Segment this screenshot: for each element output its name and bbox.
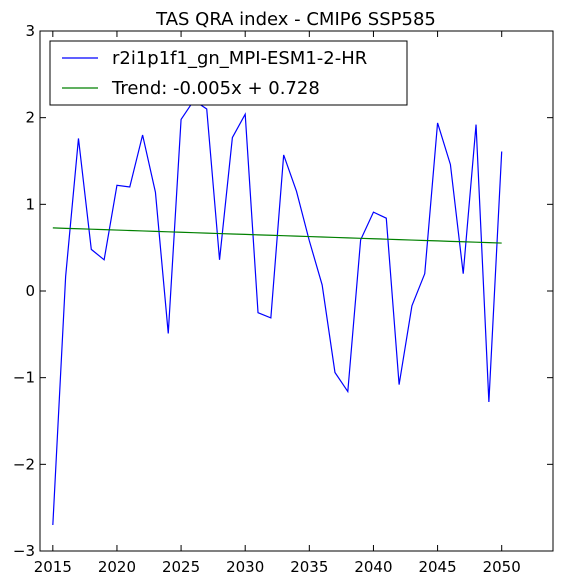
- x-tick-label: 2015: [34, 558, 72, 576]
- plot-area: [40, 31, 553, 551]
- y-tick-label: 1: [25, 195, 35, 213]
- tick-labels: 2015 2020 2025 2030 2035 2040 2045 2050 −3 −2 −1 0 1…: [13, 22, 521, 576]
- trend-line: [52, 227, 502, 244]
- legend-label-series: r2i1p1f1_gn_MPI-ESM1-2-HR: [112, 48, 367, 69]
- plot-frame: [39, 30, 554, 552]
- x-tick-label: 2020: [98, 558, 136, 576]
- x-tick-label: 2040: [354, 558, 392, 576]
- x-tick-label: 2025: [162, 558, 200, 576]
- legend: r2i1p1f1_gn_MPI-ESM1-2-HR Trend: -0.005x…: [49, 40, 408, 106]
- y-tick-label: 0: [25, 282, 35, 300]
- legend-box: [49, 40, 408, 106]
- x-tick-label: 2050: [483, 558, 521, 576]
- y-tick-label: 2: [25, 109, 35, 127]
- y-tick-label: −3: [13, 542, 35, 560]
- series-lines: [52, 99, 503, 526]
- series-line: [52, 99, 503, 526]
- x-tick-label: 2035: [290, 558, 328, 576]
- y-tick-label: −2: [13, 455, 35, 473]
- y-tick-label: −1: [13, 369, 35, 387]
- legend-label-trend: Trend: -0.005x + 0.728: [111, 78, 320, 99]
- x-tick-label: 2045: [418, 558, 456, 576]
- x-tick-label: 2030: [226, 558, 264, 576]
- y-tick-label: 3: [25, 22, 35, 40]
- chart-title: TAS QRA index - CMIP6 SSP585: [155, 9, 436, 30]
